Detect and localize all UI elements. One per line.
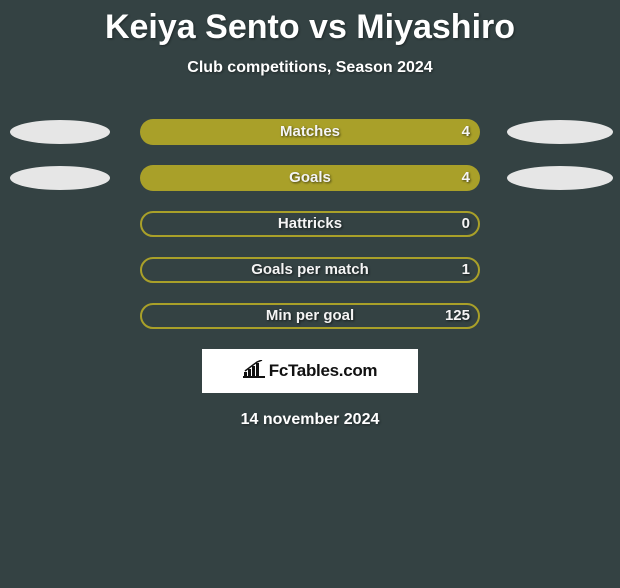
logo-text: FcTables.com [269,361,378,381]
stat-bar [140,165,480,191]
stat-bar [140,303,480,329]
stat-bar [140,119,480,145]
date-label: 14 november 2024 [0,411,620,429]
right-ellipse [507,120,613,144]
page-subtitle: Club competitions, Season 2024 [0,59,620,77]
right-ellipse [507,166,613,190]
logo-box: FcTables.com [202,349,418,393]
stat-row: Goals 4 [0,165,620,191]
stats-container: Matches 4 Goals 4 Hattricks 0 Goals per … [0,119,620,329]
chart-icon [243,360,265,383]
left-ellipse [10,120,110,144]
stat-row: Matches 4 [0,119,620,145]
stat-row: Goals per match 1 [0,257,620,283]
page-title: Keiya Sento vs Miyashiro [0,8,620,47]
stat-row: Min per goal 125 [0,303,620,329]
stat-row: Hattricks 0 [0,211,620,237]
stat-bar [140,257,480,283]
left-ellipse [10,166,110,190]
stat-bar [140,211,480,237]
